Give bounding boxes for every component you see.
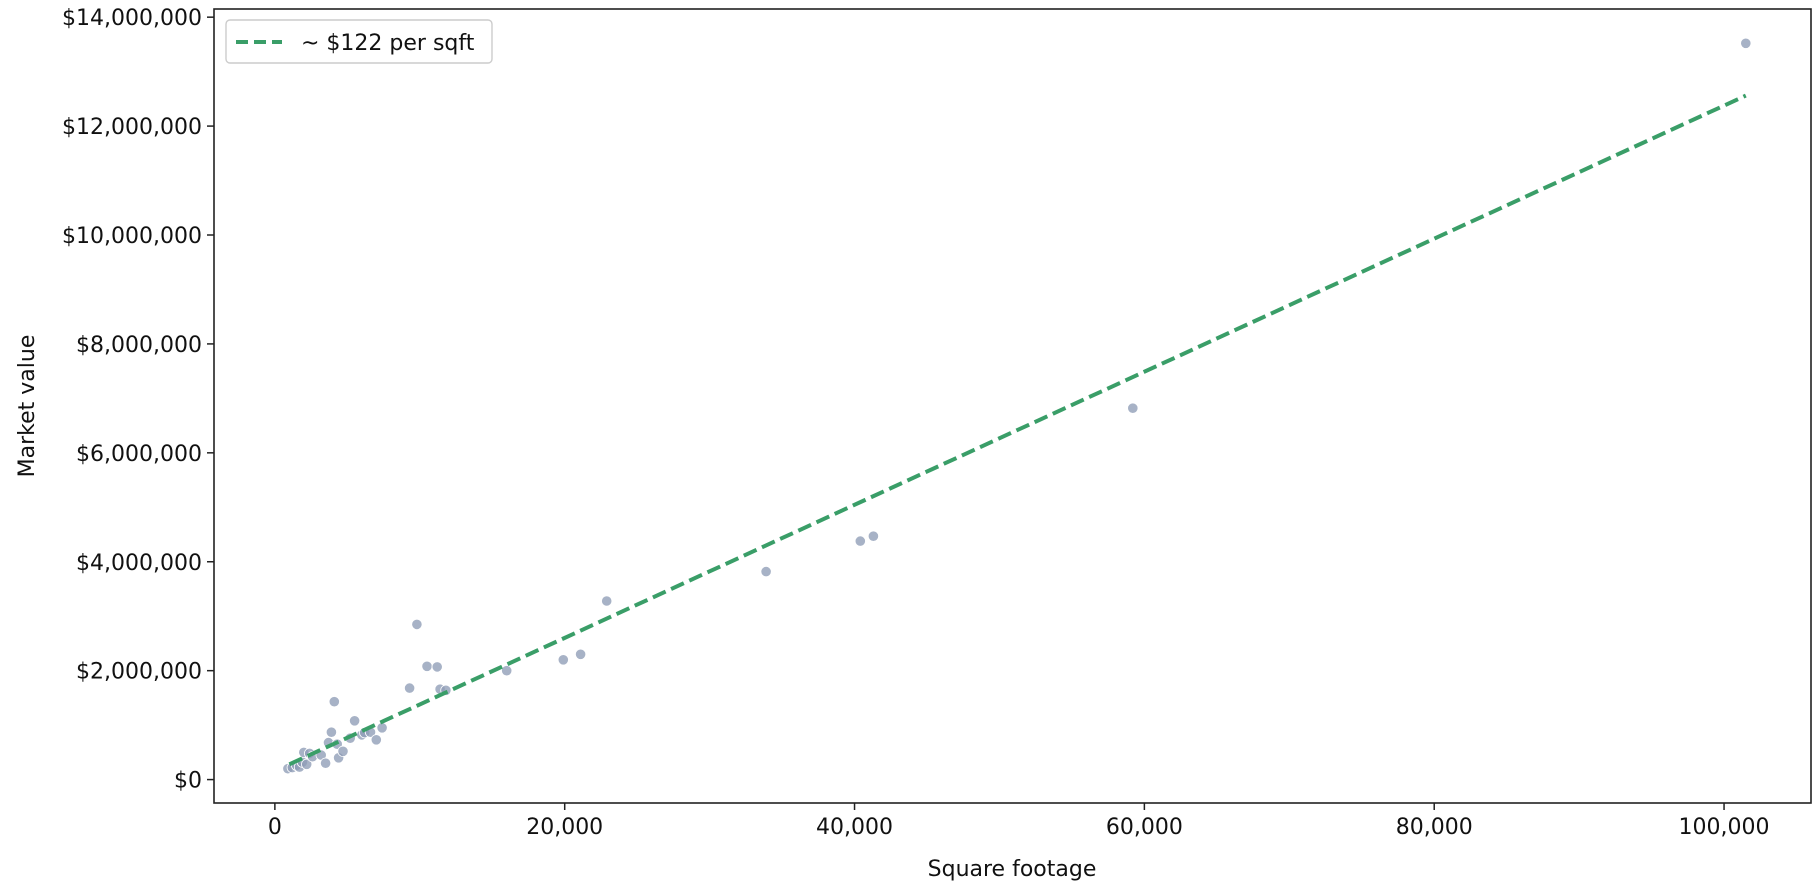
data-point	[574, 648, 587, 660]
y-tick-label: $10,000,000	[62, 224, 202, 249]
plot-marks	[282, 37, 1752, 775]
x-axis: 0 20,000 40,000 60,000 80,000 100,000	[268, 803, 1770, 840]
plot-frame	[213, 8, 1812, 804]
data-point	[421, 660, 433, 672]
legend-label: ~ $122 per sqft	[301, 31, 475, 56]
data-point	[337, 745, 349, 757]
data-point	[301, 758, 313, 770]
data-point	[403, 682, 416, 694]
x-tick-label: 40,000	[816, 815, 893, 840]
data-point	[411, 618, 423, 631]
data-point	[854, 535, 866, 547]
x-tick-label: 80,000	[1396, 815, 1473, 840]
y-tick-label: $14,000,000	[62, 6, 202, 31]
data-point	[370, 734, 382, 746]
y-tick-label: $0	[174, 769, 202, 794]
data-point	[1127, 402, 1139, 414]
data-point	[319, 757, 332, 769]
data-point	[760, 565, 772, 578]
data-point	[325, 726, 337, 738]
y-tick-label: $4,000,000	[76, 551, 202, 576]
data-point	[1740, 37, 1752, 49]
x-tick-label: 100,000	[1679, 815, 1770, 840]
legend-box	[225, 19, 493, 64]
data-point	[376, 722, 388, 734]
data-point	[501, 665, 513, 677]
y-tick-label: $8,000,000	[76, 333, 202, 358]
x-tick-label: 20,000	[526, 815, 603, 840]
data-point	[601, 595, 613, 607]
data-point	[867, 530, 880, 542]
y-tick-label: $2,000,000	[76, 660, 202, 685]
x-axis-label: Square footage	[928, 857, 1097, 882]
x-tick-label: 0	[268, 815, 282, 840]
data-point	[328, 696, 340, 708]
data-point	[348, 715, 361, 727]
data-point	[557, 654, 569, 666]
trend-line	[288, 93, 1747, 767]
y-tick-label: $12,000,000	[62, 115, 202, 140]
x-tick-label: 60,000	[1106, 815, 1183, 840]
data-point	[431, 661, 443, 673]
legend: ~ $122 per sqft	[225, 19, 493, 64]
y-axis: $0 $2,000,000 $4,000,000 $6,000,000 $8,000,0…	[62, 6, 214, 794]
y-axis-label: Market value	[15, 335, 40, 478]
y-tick-label: $6,000,000	[76, 442, 202, 467]
